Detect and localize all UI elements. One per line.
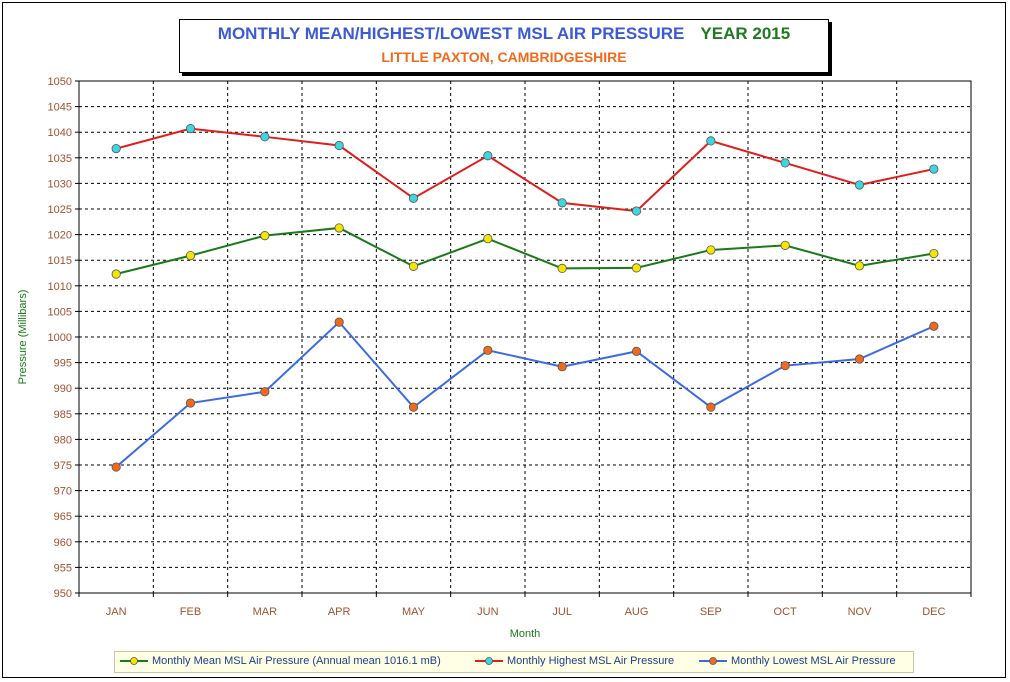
- x-tick-label: AUG: [625, 606, 649, 618]
- y-tick-label: 1030: [48, 178, 72, 190]
- y-tick-label: 1025: [48, 204, 72, 216]
- x-tick-label: FEB: [180, 606, 201, 618]
- y-axis-label: Pressure (Millibars): [17, 290, 29, 385]
- y-tick-label: 965: [54, 511, 72, 523]
- data-point: [483, 151, 493, 161]
- y-tick-label: 960: [54, 537, 72, 549]
- series-line: [115, 320, 935, 468]
- legend-entry: Monthly Highest MSL Air Pressure: [474, 655, 674, 667]
- y-tick-label: 995: [54, 358, 72, 370]
- data-point: [929, 248, 939, 259]
- y-tick-label: 975: [54, 460, 72, 472]
- chart-plot: 950 955 960 965 970 975 980 985 990 995 1000 1005 10…: [17, 76, 972, 640]
- x-tick-label: APR: [328, 606, 351, 618]
- chart-legend: Monthly Mean MSL Air Pressure (Annual me…: [114, 651, 914, 673]
- y-tick-label: 1040: [48, 127, 72, 139]
- x-axis-label: Month: [510, 628, 541, 640]
- data-point: [483, 234, 493, 244]
- data-point: [111, 143, 121, 154]
- data-point: [706, 136, 716, 146]
- data-point: [631, 346, 642, 356]
- data-point: [780, 361, 790, 371]
- data-point: [780, 158, 790, 168]
- x-tick-label: OCT: [774, 606, 798, 618]
- chart-subtitle: LITTLE PAXTON, CAMBRIDGESHIRE: [381, 49, 627, 65]
- x-tick-label: JUN: [477, 606, 498, 618]
- legend-label: Monthly Highest MSL Air Pressure: [507, 655, 675, 667]
- data-point: [334, 317, 344, 327]
- x-tick-label: JUL: [552, 606, 572, 618]
- y-tick-label: 1005: [48, 306, 72, 318]
- legend-swatch: [475, 657, 503, 665]
- y-tick-label: 955: [54, 562, 72, 574]
- data-point: [706, 245, 716, 255]
- legend-label: Monthly Lowest MSL Air Pressure: [731, 655, 896, 667]
- y-tick-label: 990: [54, 383, 72, 395]
- data-point: [631, 206, 642, 216]
- data-point: [185, 398, 196, 408]
- data-point: [408, 261, 419, 271]
- legend-swatch-marker: [130, 657, 138, 665]
- x-tick-label: JAN: [106, 606, 127, 618]
- data-point: [631, 263, 642, 273]
- x-tick-label: NOV: [848, 606, 873, 618]
- chart-title-line: MONTHLY MEAN/HIGHEST/LOWEST MSL AIR PRES…: [180, 24, 828, 44]
- data-point: [111, 462, 121, 472]
- y-tick-label: 950: [54, 588, 72, 600]
- y-tick-label: 1010: [48, 281, 72, 293]
- data-point: [557, 362, 567, 372]
- data-point: [334, 140, 344, 151]
- data-point: [185, 250, 196, 261]
- data-point: [260, 387, 270, 397]
- legend-swatch-marker: [709, 657, 717, 665]
- y-tick-label: 970: [54, 486, 72, 498]
- data-point: [408, 193, 419, 203]
- x-tick-label: SEP: [700, 606, 722, 618]
- y-tick-label: 1050: [48, 76, 72, 88]
- x-tick-label: DEC: [922, 606, 945, 618]
- series-line: [115, 226, 934, 275]
- legend-entry: Monthly Mean MSL Air Pressure (Annual me…: [119, 655, 441, 667]
- x-tick-label: MAR: [253, 606, 278, 618]
- data-point: [111, 269, 121, 279]
- data-point: [854, 180, 865, 190]
- data-point: [334, 223, 344, 233]
- y-tick-label: 980: [54, 434, 72, 446]
- data-point: [780, 240, 790, 250]
- legend-swatch: [120, 657, 148, 665]
- y-tick-label: 1000: [48, 332, 72, 344]
- legend-label: Monthly Mean MSL Air Pressure (Annual me…: [152, 655, 441, 667]
- data-point: [557, 263, 567, 273]
- y-tick-label: 1035: [48, 153, 72, 165]
- data-point: [929, 321, 939, 331]
- data-point: [260, 132, 270, 142]
- data-point: [185, 124, 196, 134]
- data-point: [408, 402, 419, 412]
- data-point: [854, 354, 865, 364]
- y-tick-label: 1045: [48, 102, 72, 114]
- y-tick-label: 1020: [48, 230, 72, 242]
- chart-title: MONTHLY MEAN/HIGHEST/LOWEST MSL AIR PRES…: [217, 24, 685, 43]
- legend-swatch-marker: [485, 657, 493, 665]
- data-point: [706, 402, 716, 412]
- chart-title-year: YEAR 2015: [700, 24, 791, 43]
- x-tick-label: MAY: [402, 606, 426, 618]
- legend-swatch: [699, 657, 727, 665]
- series-line: [115, 127, 935, 213]
- data-point: [929, 164, 939, 174]
- legend-entry: Monthly Lowest MSL Air Pressure: [698, 655, 896, 667]
- data-point: [483, 345, 493, 355]
- y-tick-label: 1015: [48, 255, 72, 267]
- data-point: [260, 231, 270, 241]
- data-point: [557, 198, 567, 208]
- chart-title-box: MONTHLY MEAN/HIGHEST/LOWEST MSL AIR PRES…: [179, 19, 829, 73]
- y-tick-label: 985: [54, 409, 72, 421]
- data-point: [854, 261, 865, 271]
